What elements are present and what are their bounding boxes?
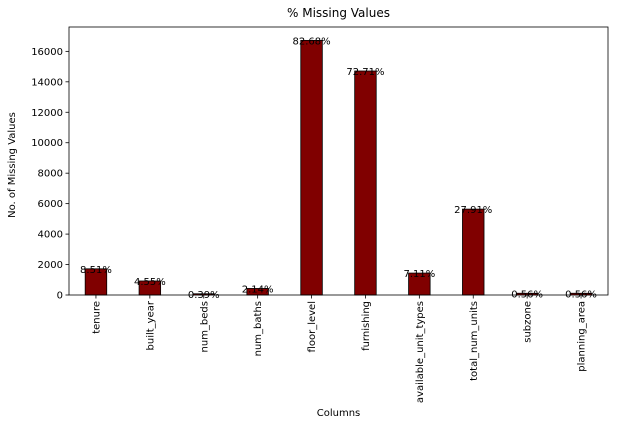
x-tick-label: total_num_units xyxy=(469,301,480,381)
x-tick-label: floor_level xyxy=(307,301,318,352)
y-tick-label: 14000 xyxy=(31,77,63,88)
data-label: 27.91% xyxy=(454,205,492,216)
data-label: 82.68% xyxy=(292,36,330,47)
y-tick-label: 16000 xyxy=(31,47,63,58)
bar-total-num-units xyxy=(462,208,485,296)
x-tick-label: available_unit_types xyxy=(415,301,426,403)
plot-frame xyxy=(68,26,609,296)
data-label: 8.51% xyxy=(80,265,112,276)
y-tick-label: 6000 xyxy=(38,199,63,210)
y-tick-label: 12000 xyxy=(31,108,63,119)
data-label: 72.71% xyxy=(346,67,384,78)
x-tick-label: planning_area xyxy=(577,301,588,372)
y-tick-label: 4000 xyxy=(38,230,63,241)
y-tick-label: 0 xyxy=(57,291,63,302)
data-label: 4.55% xyxy=(134,277,166,288)
x-tick-label: num_baths xyxy=(253,301,264,356)
chart-title: % Missing Values xyxy=(287,6,390,20)
x-tick-label: furnishing xyxy=(361,301,372,351)
data-label: 2.14% xyxy=(242,284,274,295)
x-axis-label: Columns xyxy=(317,408,361,419)
data-label: 7.11% xyxy=(403,269,435,280)
x-tick-label: subzone xyxy=(523,301,534,343)
x-tick-label: num_beds xyxy=(199,301,210,352)
x-tick-label: built_year xyxy=(145,300,156,350)
y-tick-label: 8000 xyxy=(38,169,63,180)
y-tick-label: 2000 xyxy=(38,260,63,271)
y-axis-label: No. of Missing Values xyxy=(7,112,18,218)
x-tick-label: tenure xyxy=(91,301,102,334)
plot-area: 8.51%4.55%0.39% 2.14%82.68%72.71%7.11%27.… xyxy=(31,26,609,403)
bar-furnishing xyxy=(354,70,377,296)
y-tick-label: 10000 xyxy=(31,138,63,149)
bar-floor-level xyxy=(300,40,323,296)
